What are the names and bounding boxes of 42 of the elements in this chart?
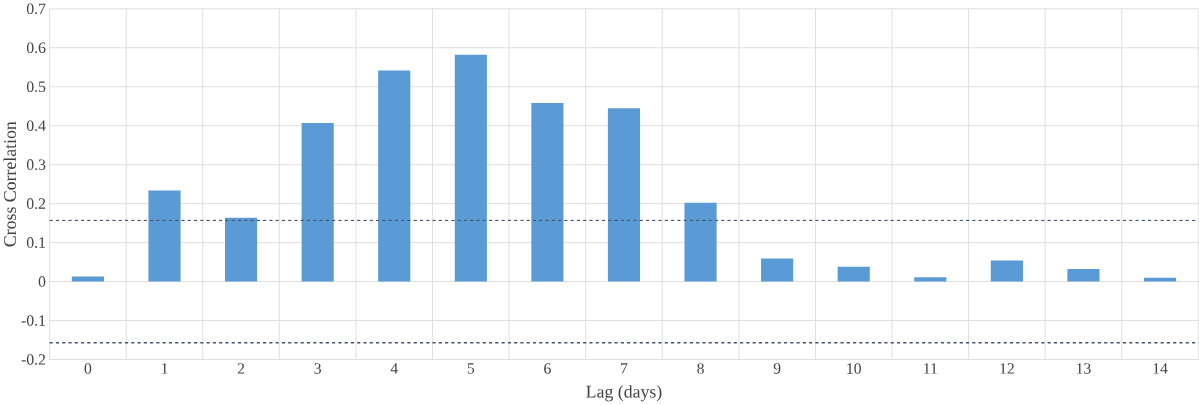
y-tick-label: 0.7: [26, 3, 46, 15]
bar: [914, 277, 947, 282]
x-tick-label: 5: [467, 363, 475, 374]
y-tick-label: 0.6: [26, 42, 46, 54]
x-tick-label: 10: [847, 363, 861, 374]
x-tick-label: 7: [621, 363, 628, 374]
y-axis-title: Cross Correlation: [3, 121, 17, 247]
y-tick-label: 0: [38, 276, 46, 287]
x-tick-label: 14: [1153, 363, 1168, 374]
x-tick-label: 2: [237, 363, 245, 374]
bar: [225, 217, 258, 282]
bar: [1067, 269, 1100, 282]
x-tick-label: 8: [697, 363, 704, 374]
y-tick-label: 0.4: [26, 120, 46, 132]
bar: [1143, 277, 1177, 282]
x-tick-label: 1: [161, 363, 168, 374]
bar: [607, 108, 641, 282]
bar: [837, 266, 870, 282]
y-tick-label: 0.3: [26, 159, 46, 171]
bar: [148, 190, 181, 282]
x-tick-label: 12: [1000, 363, 1014, 374]
y-tick-label: -0.1: [21, 315, 45, 326]
x-tick-label: 6: [544, 363, 551, 374]
bar: [378, 70, 411, 282]
bar: [761, 258, 794, 282]
bar: [684, 202, 717, 282]
x-tick-label: 13: [1076, 363, 1091, 374]
x-tick-label: 4: [390, 363, 398, 374]
y-tick-label: -0.2: [21, 354, 46, 365]
x-axis-title: Lag (days): [586, 385, 662, 402]
y-tick-label: 0.5: [26, 81, 46, 93]
bar: [71, 276, 104, 282]
x-tick-label: 9: [773, 363, 781, 374]
y-tick-label: 0.2: [26, 198, 46, 210]
x-tick-label: 3: [314, 363, 321, 374]
y-tick-label: 0.1: [26, 237, 45, 249]
bar: [531, 103, 564, 282]
x-tick-label: 11: [924, 363, 937, 374]
bar: [454, 54, 487, 282]
bar: [990, 260, 1023, 282]
bar: [301, 123, 334, 282]
x-tick-label: 0: [84, 363, 92, 374]
